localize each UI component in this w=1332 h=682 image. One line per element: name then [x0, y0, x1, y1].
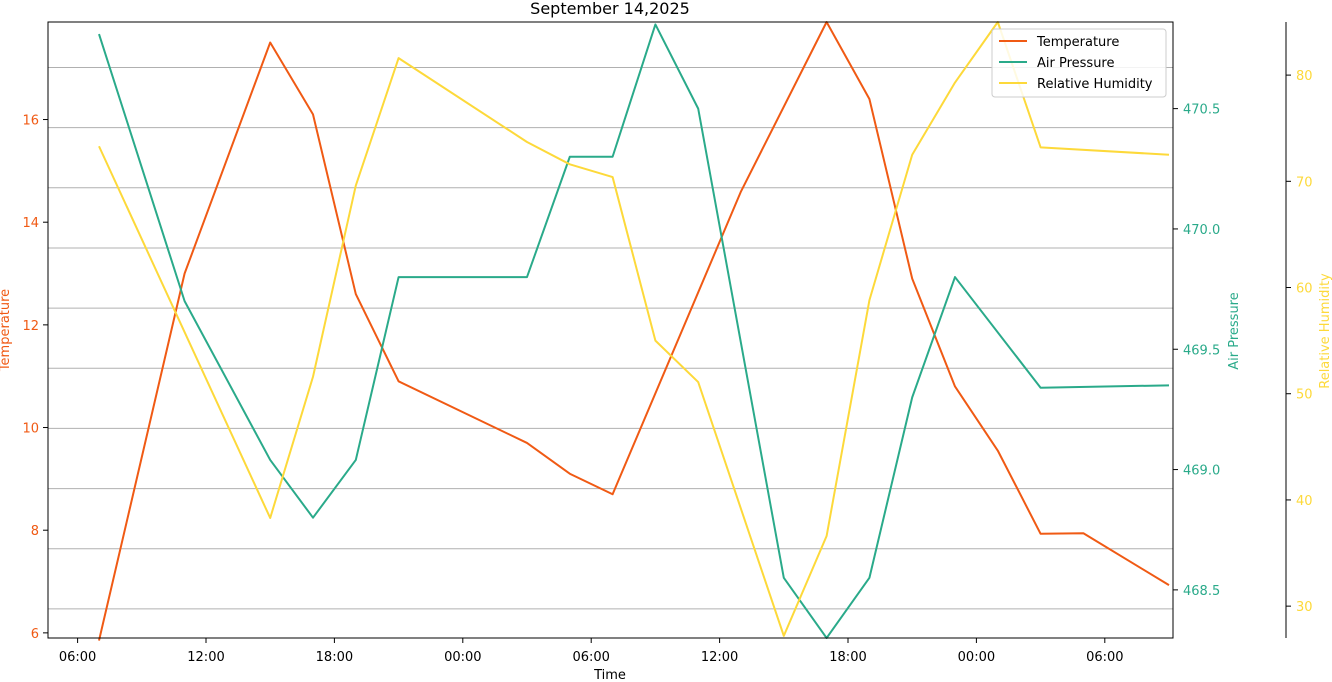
- temperature-axis-title: Temperature: [0, 289, 13, 372]
- x-tick-label: 18:00: [316, 650, 353, 665]
- air-pressure-tick-label: 469.0: [1183, 464, 1220, 479]
- x-tick-label: 06:00: [59, 650, 96, 665]
- grid-lines: [48, 66, 1173, 610]
- series-layer: [98, 21, 1170, 641]
- legend-label-air-pressure: Air Pressure: [1037, 56, 1115, 71]
- legend-label-temperature: Temperature: [1036, 35, 1119, 50]
- x-tick-label: 06:00: [572, 650, 609, 665]
- air-pressure-tick-label: 468.5: [1183, 584, 1220, 599]
- x-tick-label: 18:00: [829, 650, 866, 665]
- relative-humidity-tick-label: 70: [1296, 175, 1313, 190]
- x-axis: 06:00 12:00 18:00 00:00 06:00 12:00 18:00 00:00…: [59, 638, 1124, 665]
- temperature-tick-label: 12: [22, 319, 39, 334]
- temperature-tick-label: 6: [31, 627, 39, 642]
- temperature-tick-label: 10: [22, 422, 39, 437]
- temperature-tick-label: 16: [22, 114, 39, 129]
- legend: Temperature Air Pressure Relative Humidi…: [991, 28, 1167, 98]
- legend-box: [991, 28, 1167, 98]
- x-tick-label: 06:00: [1086, 650, 1123, 665]
- series-line-air-pressure: [98, 23, 1170, 639]
- air-pressure-axis: 468.5 469.0 469.5 470.0 470.5: [1173, 103, 1220, 599]
- relative-humidity-tick-label: 50: [1296, 388, 1313, 403]
- air-pressure-tick-label: 469.5: [1183, 343, 1220, 358]
- relative-humidity-tick-label: 30: [1296, 600, 1313, 615]
- temperature-axis: 6 8 10 12 14 16: [22, 114, 48, 642]
- relative-humidity-tick-label: 40: [1296, 494, 1313, 509]
- temperature-tick-label: 14: [22, 216, 39, 231]
- relative-humidity-tick-label: 80: [1296, 69, 1313, 84]
- legend-label-relative-humidity: Relative Humidity: [1037, 77, 1153, 92]
- relative-humidity-axis: 30 40 50 60 70 80: [1285, 22, 1313, 638]
- x-tick-label: 00:00: [444, 650, 481, 665]
- x-axis-title: Time: [593, 668, 626, 682]
- series-line-temperature: [98, 21, 1170, 641]
- air-pressure-axis-title: Air Pressure: [1227, 292, 1242, 370]
- x-tick-label: 12:00: [701, 650, 738, 665]
- relative-humidity-axis-title: Relative Humidity: [1318, 273, 1332, 389]
- plot-frame: [47, 21, 1174, 639]
- relative-humidity-tick-label: 60: [1296, 282, 1313, 297]
- air-pressure-tick-label: 470.5: [1183, 103, 1220, 118]
- air-pressure-tick-label: 470.0: [1183, 223, 1220, 238]
- x-tick-label: 12:00: [187, 650, 224, 665]
- x-tick-label: 00:00: [958, 650, 995, 665]
- chart-title: September 14,2025: [530, 0, 690, 18]
- temperature-tick-label: 8: [31, 524, 39, 539]
- series-line-relative-humidity: [98, 21, 1170, 637]
